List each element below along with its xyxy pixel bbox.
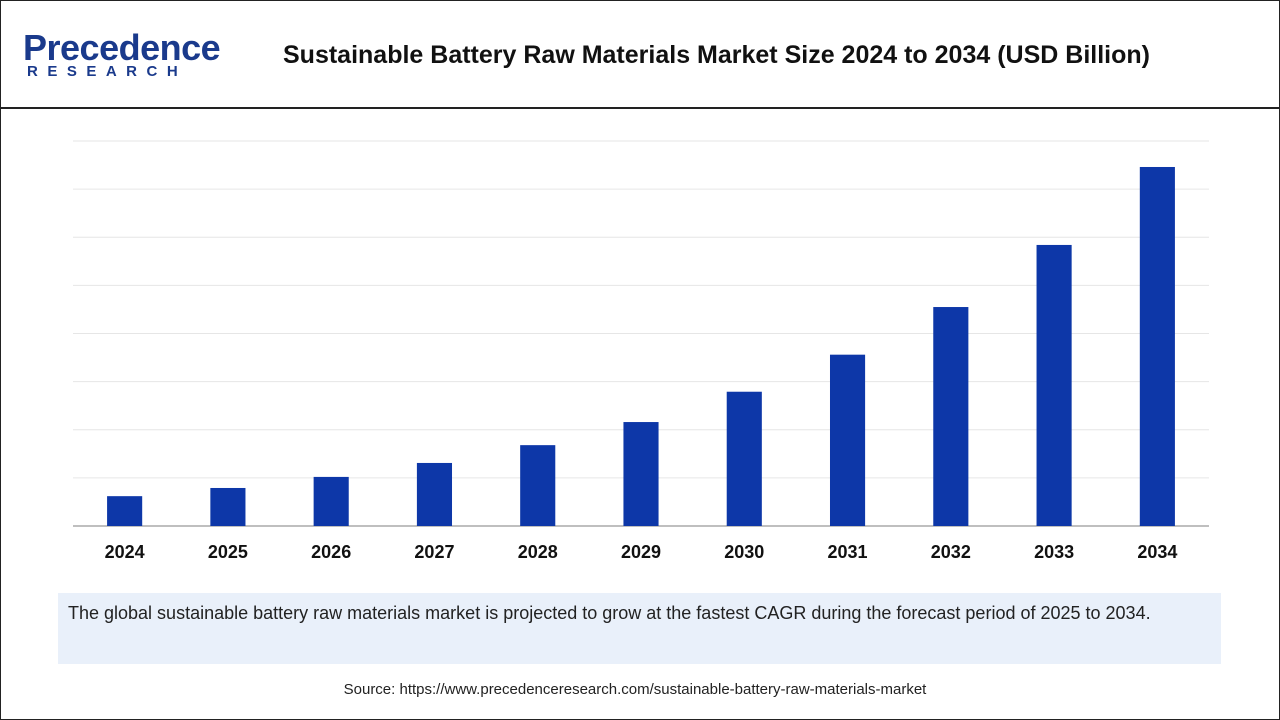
x-tick-label: 2027 (414, 542, 454, 562)
x-tick-label: 2031 (828, 542, 868, 562)
bar (416, 462, 453, 526)
x-tick-label: 2029 (621, 542, 661, 562)
bar (107, 496, 143, 526)
x-tick-label: 2026 (311, 542, 351, 562)
chart-title: Sustainable Battery Raw Materials Market… (283, 41, 1150, 69)
x-tick-label: 2028 (518, 542, 558, 562)
x-tick-label: 2030 (724, 542, 764, 562)
logo-sub: RESEARCH (27, 63, 188, 80)
bar (726, 391, 762, 526)
x-tick-label: 2025 (208, 542, 248, 562)
bar (1139, 166, 1175, 527)
bar (933, 307, 969, 526)
chart: 2024 2025 2026 2027 2028 2029 2030 2031 2032 2033… (73, 140, 1209, 562)
source: Source: https://www.precedenceresearch.c… (343, 681, 927, 698)
x-tick-label: 2033 (1034, 542, 1074, 562)
bar (313, 476, 349, 526)
bar (210, 487, 246, 526)
x-tick-label: 2034 (1137, 542, 1177, 562)
bar (829, 354, 866, 526)
header: Precedence RESEARCH Sustainable Battery … (1, 1, 1279, 109)
logo-name: Precedence (23, 27, 221, 68)
x-tick-label: 2024 (105, 542, 145, 562)
bar (520, 445, 556, 526)
bar (1036, 244, 1072, 526)
note: The global sustainable battery raw mater… (58, 593, 1221, 664)
x-tick-label: 2032 (931, 542, 971, 562)
bar (623, 422, 659, 526)
